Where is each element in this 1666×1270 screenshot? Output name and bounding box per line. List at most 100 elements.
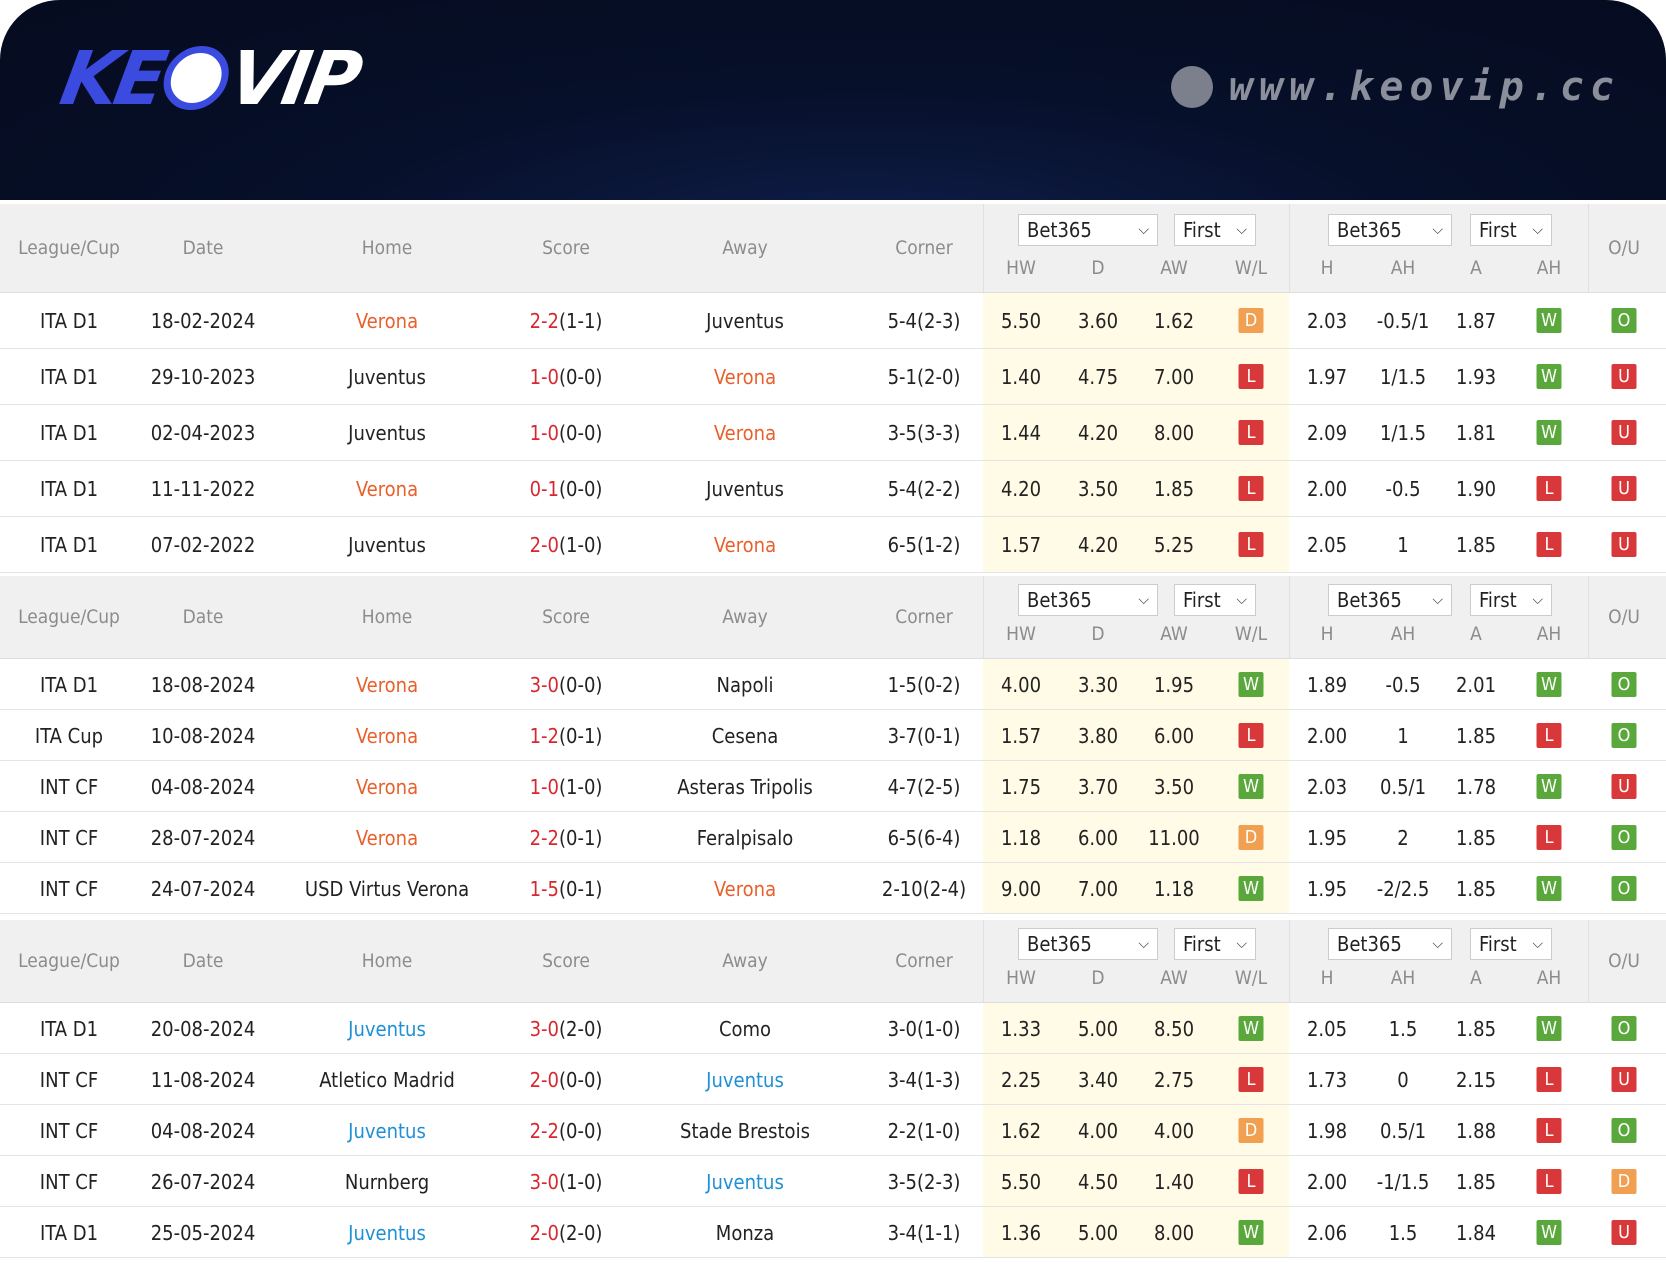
odds-hw: 1.75 — [1000, 774, 1042, 799]
league-cell[interactable]: ITA D1 — [39, 421, 99, 445]
home-team[interactable]: Juventus — [348, 1016, 426, 1041]
period-select[interactable]: First ⌵ — [1470, 584, 1552, 616]
league-cell[interactable]: ITA D1 — [39, 1220, 99, 1245]
match-row[interactable]: ITA D1 11-11-2022 Verona 0-1(0-0) Juventus 5-… — [0, 461, 1666, 517]
odds-h: 2.05 — [1306, 533, 1348, 557]
match-row[interactable]: INT CF 24-07-2024 USD Virtus Verona 1-5(0-1… — [0, 863, 1666, 914]
score-cell[interactable]: 0-1(0-0) — [530, 477, 603, 501]
odds-hw: 1.62 — [1000, 1118, 1042, 1143]
score-cell[interactable]: 2-2(1-1) — [530, 309, 603, 333]
match-row[interactable]: INT CF 28-07-2024 Verona 2-2(0-1) Feralpisal… — [0, 812, 1666, 863]
company-select[interactable]: Bet365 ⌵ — [1328, 214, 1452, 246]
odds-ah: 2 — [1397, 825, 1409, 850]
home-team[interactable]: USD Virtus Verona — [304, 876, 470, 901]
home-team[interactable]: Atletico Madrid — [319, 1067, 455, 1092]
match-row[interactable]: ITA D1 02-04-2023 Juventus 1-0(0-0) Verona 3-… — [0, 405, 1666, 461]
away-team[interactable]: Napoli — [716, 672, 774, 697]
score-cell[interactable]: 3-0(0-0) — [530, 673, 603, 697]
away-team[interactable]: Verona — [713, 876, 777, 901]
odds-hw: 2.25 — [1000, 1067, 1042, 1092]
league-cell[interactable]: ITA D1 — [39, 672, 99, 697]
score-cell[interactable]: 2-0(2-0) — [530, 1221, 603, 1245]
period-select[interactable]: First ⌵ — [1174, 928, 1256, 960]
home-team[interactable]: Verona — [355, 723, 419, 748]
odds-aw: 11.00 — [1148, 825, 1200, 850]
away-team[interactable]: Juventus — [706, 309, 784, 333]
score-cell[interactable]: 1-0(1-0) — [530, 775, 603, 799]
league-cell[interactable]: INT CF — [39, 1169, 99, 1194]
league-cell[interactable]: ITA D1 — [39, 533, 99, 557]
ou-badge: U — [1611, 476, 1637, 501]
table-header: League/Cup Date Home Score Away Corner O/U HW D A… — [0, 920, 1666, 1003]
home-team[interactable]: Juventus — [348, 533, 426, 557]
score-cell[interactable]: 1-0(0-0) — [530, 365, 603, 389]
score-cell[interactable]: 2-0(1-0) — [530, 533, 603, 557]
match-row[interactable]: ITA D1 25-05-2024 Juventus 2-0(2-0) Monza 3-4… — [0, 1207, 1666, 1258]
match-row[interactable]: ITA D1 29-10-2023 Juventus 1-0(0-0) Verona 5-… — [0, 349, 1666, 405]
away-team[interactable]: Verona — [713, 533, 777, 557]
home-team[interactable]: Juventus — [348, 421, 426, 445]
period-select[interactable]: First ⌵ — [1174, 214, 1256, 246]
period-select[interactable]: First ⌵ — [1470, 214, 1552, 246]
period-select[interactable]: First ⌵ — [1470, 928, 1552, 960]
score-cell[interactable]: 3-0(2-0) — [530, 1017, 603, 1041]
company-select[interactable]: Bet365 ⌵ — [1018, 928, 1158, 960]
away-team[interactable]: Verona — [713, 365, 777, 389]
home-team[interactable]: Verona — [355, 672, 419, 697]
score-cell[interactable]: 1-2(0-1) — [530, 724, 603, 748]
match-row[interactable]: ITA D1 18-02-2024 Verona 2-2(1-1) Juventus 5-… — [0, 293, 1666, 349]
match-row[interactable]: INT CF 04-08-2024 Verona 1-0(1-0) Asteras Tr… — [0, 761, 1666, 812]
score-cell[interactable]: 3-0(1-0) — [530, 1170, 603, 1194]
away-team[interactable]: Stade Brestois — [680, 1118, 810, 1143]
away-team[interactable]: Monza — [715, 1220, 775, 1245]
odds-a: 1.88 — [1455, 1118, 1497, 1143]
match-row[interactable]: ITA D1 18-08-2024 Verona 3-0(0-0) Napoli 1-5(… — [0, 659, 1666, 710]
league-cell[interactable]: ITA D1 — [39, 1016, 99, 1041]
league-cell[interactable]: ITA D1 — [39, 309, 99, 333]
league-cell[interactable]: INT CF — [39, 1067, 99, 1092]
match-row[interactable]: INT CF 11-08-2024 Atletico Madrid 2-0(0-0) J… — [0, 1054, 1666, 1105]
period-select[interactable]: First ⌵ — [1174, 584, 1256, 616]
away-team[interactable]: Juventus — [706, 477, 784, 501]
away-team[interactable]: Como — [718, 1016, 772, 1041]
home-team[interactable]: Nurnberg — [344, 1169, 430, 1194]
league-cell[interactable]: INT CF — [39, 1118, 99, 1143]
odds-h: 2.03 — [1306, 309, 1348, 333]
league-cell[interactable]: INT CF — [39, 774, 99, 799]
score-cell[interactable]: 2-2(0-0) — [530, 1119, 603, 1143]
company-select[interactable]: Bet365 ⌵ — [1328, 584, 1452, 616]
keovip-logo[interactable]: KE VIP — [54, 36, 365, 122]
away-team[interactable]: Verona — [713, 421, 777, 445]
score-cell[interactable]: 1-5(0-1) — [530, 877, 603, 901]
score-cell[interactable]: 2-2(0-1) — [530, 826, 603, 850]
company-select[interactable]: Bet365 ⌵ — [1018, 584, 1158, 616]
wl-badge: W — [1238, 1219, 1264, 1245]
home-team[interactable]: Juventus — [348, 1220, 426, 1245]
league-cell[interactable]: INT CF — [39, 876, 99, 901]
league-cell[interactable]: ITA Cup — [34, 723, 104, 748]
away-team[interactable]: Feralpisalo — [696, 825, 794, 850]
match-row[interactable]: ITA D1 20-08-2024 Juventus 3-0(2-0) Como 3-0(… — [0, 1003, 1666, 1054]
league-cell[interactable]: ITA D1 — [39, 477, 99, 501]
odds-aw: 4.00 — [1153, 1118, 1195, 1143]
away-team[interactable]: Asteras Tripolis — [677, 774, 813, 799]
match-row[interactable]: ITA Cup 10-08-2024 Verona 1-2(0-1) Cesena 3-7… — [0, 710, 1666, 761]
away-team[interactable]: Juventus — [706, 1169, 784, 1194]
match-row[interactable]: INT CF 04-08-2024 Juventus 2-2(0-0) Stade Br… — [0, 1105, 1666, 1156]
score-cell[interactable]: 1-0(0-0) — [530, 421, 603, 445]
home-team[interactable]: Verona — [355, 477, 419, 501]
home-team[interactable]: Juventus — [348, 365, 426, 389]
company-select[interactable]: Bet365 ⌵ — [1328, 928, 1452, 960]
home-team[interactable]: Juventus — [348, 1118, 426, 1143]
away-team[interactable]: Cesena — [711, 723, 779, 748]
league-cell[interactable]: INT CF — [39, 825, 99, 850]
company-select[interactable]: Bet365 ⌵ — [1018, 214, 1158, 246]
league-cell[interactable]: ITA D1 — [39, 365, 99, 389]
away-team[interactable]: Juventus — [706, 1067, 784, 1092]
score-cell[interactable]: 2-0(0-0) — [530, 1068, 603, 1092]
match-row[interactable]: INT CF 26-07-2024 Nurnberg 3-0(1-0) Juventus… — [0, 1156, 1666, 1207]
match-row[interactable]: ITA D1 07-02-2022 Juventus 2-0(1-0) Verona 6-… — [0, 517, 1666, 573]
home-team[interactable]: Verona — [355, 309, 419, 333]
home-team[interactable]: Verona — [355, 825, 419, 850]
home-team[interactable]: Verona — [355, 774, 419, 799]
